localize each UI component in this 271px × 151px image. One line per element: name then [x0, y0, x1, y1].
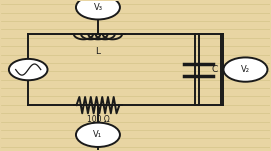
- Text: L: L: [95, 47, 101, 56]
- Circle shape: [76, 0, 120, 19]
- Circle shape: [76, 123, 120, 147]
- Text: C: C: [212, 65, 218, 74]
- Text: V₁: V₁: [93, 130, 102, 139]
- Circle shape: [9, 59, 47, 80]
- Text: V₂: V₂: [241, 65, 250, 74]
- Text: V₃: V₃: [93, 3, 102, 12]
- Circle shape: [224, 57, 267, 82]
- Text: 100 Ω: 100 Ω: [86, 116, 109, 124]
